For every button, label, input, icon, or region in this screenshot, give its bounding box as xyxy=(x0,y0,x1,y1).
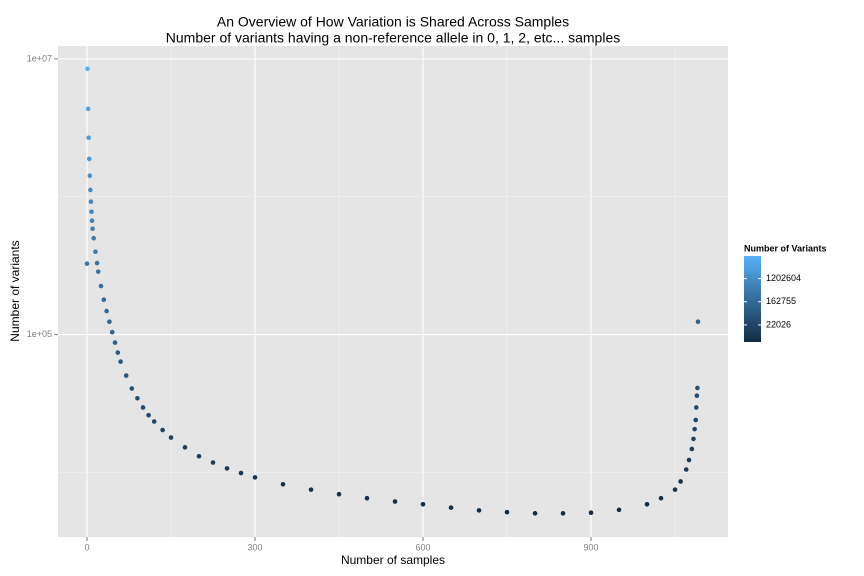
point xyxy=(151,419,157,424)
chart-subtitle: Number of variants having a non-referenc… xyxy=(166,30,620,46)
point xyxy=(532,511,538,516)
point xyxy=(160,427,165,433)
x-tick-label: 300 xyxy=(247,542,262,552)
point xyxy=(112,340,118,345)
legend-label: 162755 xyxy=(766,296,796,306)
point xyxy=(109,329,115,335)
point xyxy=(104,308,109,314)
point xyxy=(683,467,689,472)
point xyxy=(146,412,151,418)
point xyxy=(691,436,696,442)
point xyxy=(448,505,454,510)
point xyxy=(504,509,510,515)
point xyxy=(91,235,97,241)
point xyxy=(280,481,286,487)
legend-label: 22026 xyxy=(766,319,791,329)
legend-label: 1202604 xyxy=(766,273,801,283)
point xyxy=(364,495,370,501)
x-axis-label: Number of samples xyxy=(341,553,445,567)
point xyxy=(123,373,129,378)
point xyxy=(135,395,140,401)
point xyxy=(695,319,701,324)
point xyxy=(87,173,93,179)
point xyxy=(101,297,107,303)
point xyxy=(694,405,699,410)
point xyxy=(118,359,123,364)
point xyxy=(94,260,100,266)
point xyxy=(644,502,650,507)
y-tick-label: 1e+07 xyxy=(27,53,52,63)
legend-colorbar xyxy=(744,256,761,342)
point xyxy=(89,218,95,223)
point xyxy=(88,199,94,205)
point xyxy=(420,502,426,507)
point xyxy=(107,319,112,324)
point xyxy=(476,508,482,513)
point xyxy=(140,405,146,410)
plot-panel xyxy=(58,46,728,537)
point xyxy=(85,106,91,112)
point xyxy=(210,460,216,465)
point xyxy=(98,283,104,289)
point xyxy=(560,511,566,516)
point xyxy=(678,479,683,484)
point xyxy=(115,350,121,355)
x-tick-label: 0 xyxy=(85,542,90,552)
x-tick-label: 600 xyxy=(416,542,431,552)
point xyxy=(85,66,90,72)
point xyxy=(182,445,188,450)
chart-title: An Overview of How Variation is Shared A… xyxy=(217,14,569,30)
point xyxy=(84,261,90,266)
x-tick-label: 900 xyxy=(584,542,599,552)
point xyxy=(695,385,700,391)
point xyxy=(686,457,692,463)
point xyxy=(672,487,678,492)
point xyxy=(336,491,342,497)
legend-title: Number of Variants xyxy=(744,243,827,253)
y-tick-label: 1e+05 xyxy=(27,329,52,339)
point xyxy=(168,435,174,440)
point xyxy=(308,487,314,492)
point xyxy=(252,475,258,480)
point xyxy=(689,446,695,452)
point xyxy=(392,499,398,504)
point xyxy=(588,510,594,516)
point xyxy=(658,495,664,501)
point xyxy=(693,417,699,423)
point xyxy=(238,470,244,476)
point xyxy=(694,393,700,399)
point xyxy=(88,187,93,193)
point xyxy=(616,507,622,513)
point xyxy=(692,426,697,432)
point xyxy=(86,156,92,162)
point xyxy=(93,249,98,255)
point xyxy=(89,209,94,215)
point xyxy=(90,226,95,232)
y-axis-label: Number of variants xyxy=(8,240,22,341)
point xyxy=(224,466,230,471)
point xyxy=(129,386,135,391)
point xyxy=(95,269,101,274)
point xyxy=(86,135,91,141)
point xyxy=(196,453,202,459)
